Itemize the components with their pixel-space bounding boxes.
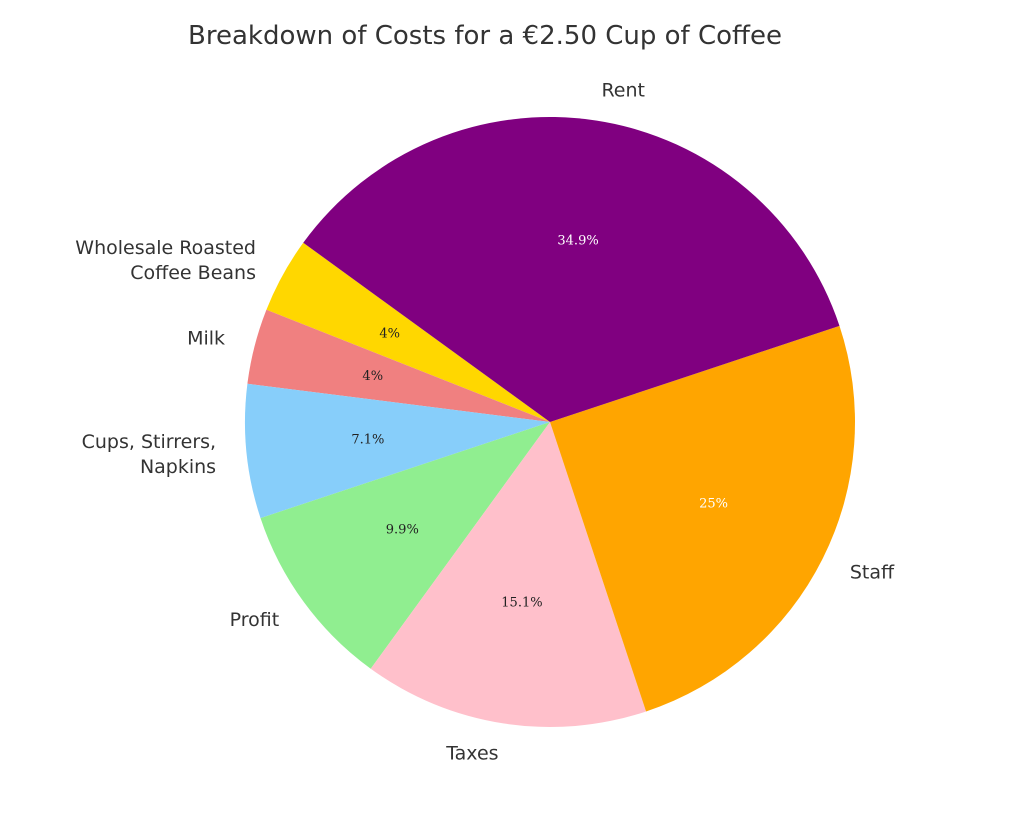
slice-label-rent: Rent [601, 79, 645, 101]
pie-labels: 4% Wholesale Roasted Coffee Beans 4% Milk 7.1… [75, 79, 895, 764]
pie-slice-rent [303, 117, 840, 422]
slice-label-line: Staff [850, 561, 895, 583]
slice-label-cups-stirrers-napkins: Cups, Stirrers, Napkins [82, 431, 216, 478]
pie-slice-profit [260, 422, 550, 669]
slice-label-line: Rent [601, 79, 645, 101]
slice-label-milk: Milk [187, 328, 225, 350]
slice-label-line: Milk [187, 328, 225, 350]
pct-label-rent: 34.9% [557, 234, 598, 249]
pct-label-cups-stirrers-napkins: 7.1% [351, 432, 384, 447]
slice-label-staff: Staff [850, 561, 895, 583]
pie-slice-staff [550, 325, 855, 712]
pct-label-milk: 4% [362, 369, 383, 384]
pie-slice-wholesale-roasted-coffee-beans [266, 242, 550, 422]
slice-label-line: Profit [230, 609, 280, 631]
pie-slice-taxes [370, 422, 647, 727]
pie-slice-milk [247, 309, 550, 422]
chart-title: Breakdown of Costs for a €2.50 Cup of Co… [188, 21, 782, 51]
pct-label-profit: 9.9% [386, 523, 419, 538]
slice-label-taxes: Taxes [445, 743, 498, 765]
slice-label-profit: Profit [230, 609, 280, 631]
slice-label-line: Napkins [140, 456, 216, 478]
slice-label-line: Coffee Beans [130, 262, 256, 284]
pct-label-staff: 25% [699, 497, 728, 512]
pct-label-wholesale-roasted-coffee-beans: 4% [379, 326, 400, 341]
pie-slices [244, 117, 855, 727]
slice-label-line: Wholesale Roasted [75, 237, 256, 259]
slice-label-line: Taxes [445, 743, 498, 765]
slice-label-line: Cups, Stirrers, [82, 431, 216, 453]
slice-label-wholesale-roasted-coffee-beans: Wholesale Roasted Coffee Beans [75, 237, 256, 284]
pie-slice-cups-stirrers-napkins [244, 383, 550, 519]
pct-label-taxes: 15.1% [501, 595, 542, 610]
